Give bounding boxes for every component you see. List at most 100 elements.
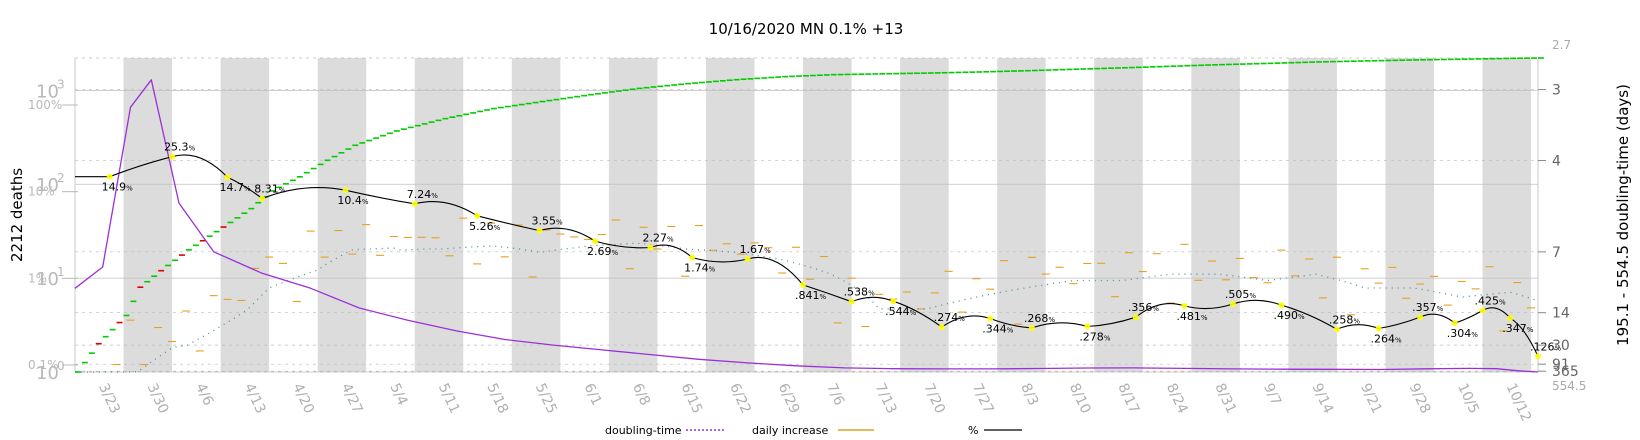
week-band (511, 58, 561, 372)
percent-highlight-dot (1417, 314, 1424, 321)
percent-highlight-dot (890, 298, 897, 305)
percent-sign: % (126, 185, 133, 193)
percent-sign: % (868, 290, 875, 298)
x-tick-label: 3/23 (95, 381, 123, 416)
week-band (608, 58, 658, 372)
percent-annotation: .126% (1530, 340, 1562, 353)
percent-highlight-dot (169, 153, 176, 160)
percent-highlight-dot (106, 173, 113, 180)
x-tick-label: 8/24 (1163, 381, 1191, 416)
week-band (1482, 58, 1532, 372)
percent-sign: % (1048, 316, 1055, 324)
percent-annotation: 2.27% (642, 231, 674, 244)
percent-annotation: .505% (1225, 288, 1257, 301)
week-band (705, 58, 755, 372)
week-band (317, 58, 367, 372)
cumulative-deaths-series (75, 57, 1544, 373)
x-tick-label: 7/20 (920, 381, 948, 416)
percent-highlight-dot (224, 174, 231, 181)
x-tick-label: 4/27 (338, 381, 366, 416)
legend-doubling-label: doubling-time (605, 424, 682, 437)
percent-sign: % (820, 293, 827, 301)
percent-sign: % (764, 247, 771, 255)
x-tick-label: 3/30 (144, 381, 172, 416)
percent-annotation: 5.26% (469, 220, 501, 233)
percent-sign: % (244, 185, 251, 193)
pct-tick-label: 10% (28, 185, 55, 199)
percent-sign: % (1499, 299, 1506, 307)
percent-sign: % (1249, 292, 1256, 300)
grid-lines (75, 57, 1538, 373)
week-band (123, 58, 173, 372)
pct-tick-label: 1% (28, 271, 47, 285)
percent-sign: % (667, 235, 674, 243)
x-tick-label: 6/22 (726, 381, 754, 416)
percent-annotation: .268% (1024, 312, 1056, 325)
week-band (1191, 58, 1240, 372)
x-tick-label: 8/31 (1211, 381, 1239, 416)
percent-highlight-dot (1028, 324, 1035, 331)
percent-sign: % (362, 198, 369, 206)
left-tick-label: 10 (36, 175, 59, 196)
x-tick-label: 10/12 (1503, 381, 1535, 424)
percent-sign: % (1152, 305, 1159, 313)
percent-annotation: 25.3% (164, 141, 196, 154)
percent-sign: % (1104, 335, 1111, 343)
right-tick-label: 91 (1552, 357, 1570, 373)
doubling-time-series (74, 79, 1539, 373)
x-tick-label: 6/8 (629, 381, 653, 408)
percent-annotation: .304% (1447, 327, 1479, 340)
right-tick-label: 14 (1552, 306, 1570, 322)
axes (74, 58, 1539, 372)
percent-sign: % (1555, 344, 1562, 352)
percent-annotation: 1.67% (740, 243, 772, 256)
week-band (1288, 58, 1337, 372)
percent-annotation: .258% (1329, 313, 1361, 326)
percent-highlight-dot (1451, 320, 1458, 327)
percent-sign: % (612, 249, 619, 257)
percent-highlight-dot (987, 315, 994, 322)
week-bands (123, 58, 1532, 372)
percent-annotation: 8.31% (254, 183, 286, 196)
percent-annotation: .544% (885, 305, 917, 318)
percent-highlight-dot (1535, 353, 1541, 360)
percent-annotation: 3.55% (532, 215, 564, 228)
percent-highlight-dot (1375, 325, 1382, 332)
doubling-time-line (74, 79, 1539, 373)
percent-annotation: 7.24% (407, 188, 439, 201)
x-tick-label: 9/21 (1357, 381, 1385, 416)
percent-sign: % (1395, 336, 1402, 344)
x-tick-label: 5/18 (483, 381, 511, 416)
week-band (414, 58, 464, 372)
x-tick-label: 6/15 (678, 381, 706, 416)
right-tick-label: 3 (1552, 83, 1561, 99)
percent-annotation: .481% (1176, 310, 1208, 323)
left-tick-label: 10 (36, 81, 59, 102)
x-tick-label: 4/13 (241, 381, 269, 416)
pct-tick-label: 100% (28, 98, 62, 112)
week-band (997, 58, 1046, 372)
left-tick-label: 10 (36, 363, 59, 384)
x-tick-label: 8/10 (1066, 381, 1094, 416)
percent-sign: % (431, 192, 438, 200)
x-tick-label: 4/6 (192, 381, 216, 408)
percent-highlight-dot (536, 227, 543, 234)
week-band (220, 58, 270, 372)
percent-highlight-dot (1507, 315, 1514, 322)
left-tick-label: 10 (36, 269, 59, 290)
percent-annotation: .278% (1079, 331, 1111, 344)
percent-highlight-dot (1181, 302, 1188, 309)
x-tick-label: 5/4 (386, 381, 410, 408)
percent-annotation: .344% (982, 322, 1014, 335)
x-tick-label: 9/7 (1260, 381, 1284, 408)
percent-sign: % (1353, 317, 1360, 325)
percent-sign: % (1298, 313, 1305, 321)
percent-annotation: 14.7% (220, 181, 252, 194)
right-tick-label: 7 (1552, 245, 1561, 261)
percent-annotation: .357% (1412, 301, 1444, 314)
right-axis-label: 195.1 - 554.5 doubling-time (days) (1614, 84, 1632, 346)
left-tick-exponent: 3 (57, 77, 65, 91)
left-tick-exponent: 1 (57, 265, 65, 279)
x-tick-label: 9/14 (1308, 381, 1336, 416)
